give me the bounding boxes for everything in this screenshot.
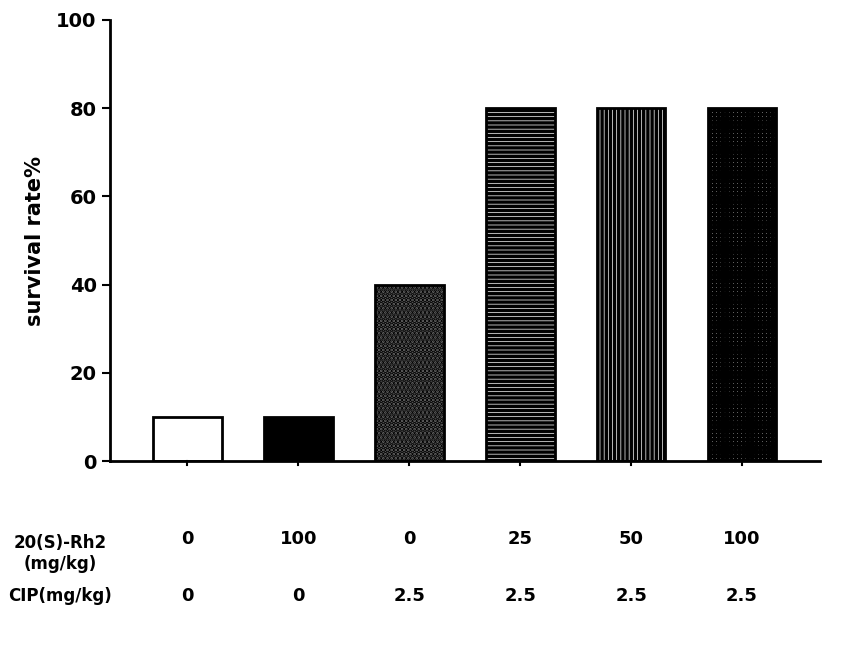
Bar bbox=[263, 417, 333, 461]
Text: 2.5: 2.5 bbox=[614, 587, 647, 605]
Text: 0: 0 bbox=[181, 587, 193, 605]
Y-axis label: survival rate%: survival rate% bbox=[25, 156, 45, 326]
Text: 2.5: 2.5 bbox=[725, 587, 757, 605]
Text: 2.5: 2.5 bbox=[504, 587, 535, 605]
Bar bbox=[153, 417, 222, 461]
Bar bbox=[706, 108, 776, 461]
Text: 0: 0 bbox=[403, 530, 415, 548]
Bar bbox=[596, 108, 665, 461]
Text: 100: 100 bbox=[279, 530, 316, 548]
Bar bbox=[375, 285, 443, 461]
Text: 2.5: 2.5 bbox=[393, 587, 425, 605]
Bar bbox=[485, 108, 554, 461]
Text: 25: 25 bbox=[507, 530, 532, 548]
Text: 20(S)-Rh2
(mg/kg): 20(S)-Rh2 (mg/kg) bbox=[14, 534, 106, 573]
Text: 0: 0 bbox=[292, 587, 305, 605]
Text: CIP(mg/kg): CIP(mg/kg) bbox=[8, 587, 112, 605]
Text: 100: 100 bbox=[722, 530, 760, 548]
Text: 0: 0 bbox=[181, 530, 193, 548]
Text: 50: 50 bbox=[618, 530, 643, 548]
